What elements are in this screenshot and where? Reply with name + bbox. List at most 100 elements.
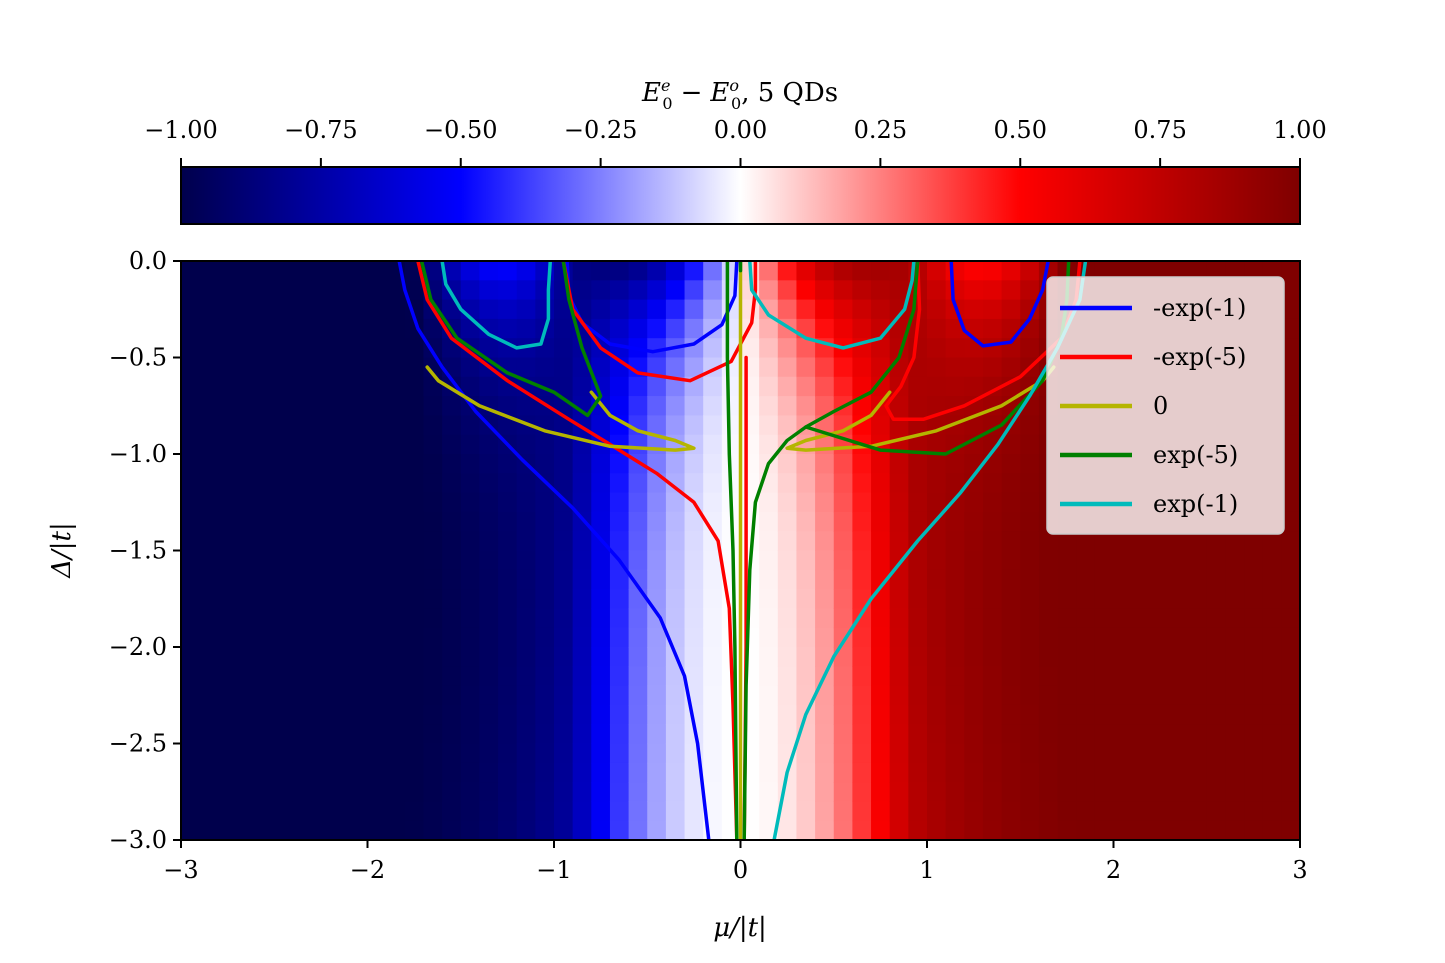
heatmap-cell [927,569,947,590]
heatmap-cell [908,666,928,687]
heatmap-cell [833,782,853,802]
heatmap-cell [777,261,798,281]
heatmap-cell [759,357,779,378]
heatmap-cell [292,569,313,590]
heatmap-cell [255,608,275,629]
heatmap-cell [871,704,891,725]
heatmap-cell [255,396,275,416]
heatmap-cell [442,531,462,552]
heatmap-cell [479,454,499,474]
heatmap-cell [442,782,462,802]
heatmap-cell [647,743,667,764]
heatmap-cell [889,666,909,687]
heatmap-cell [404,608,425,629]
heatmap-cell [311,704,331,725]
heatmap-cell [1057,589,1077,609]
heatmap-cell [554,704,574,725]
heatmap-cell [1113,666,1133,687]
heatmap-cell [889,627,909,648]
y-tick-label: −3.0 [109,826,167,854]
heatmap-cell [404,415,425,436]
heatmap-cell [889,608,909,629]
heatmap-cell [535,531,555,552]
heatmap-cell [1188,724,1208,745]
colorbar-tick-label: 0.25 [854,116,907,144]
heatmap-cell [945,647,965,667]
heatmap-cell [740,473,760,494]
heatmap-cell [236,724,257,745]
heatmap-cell [199,299,219,320]
heatmap-cell [367,608,387,629]
heatmap-cell [442,743,462,764]
heatmap-cell [889,473,909,494]
heatmap-cell [404,376,425,397]
heatmap-cell [404,434,425,455]
heatmap-cell [1244,724,1264,745]
heatmap-cell [199,531,219,552]
heatmap-cell [1038,801,1059,822]
heatmap-cell [498,647,518,667]
heatmap-cell [311,492,331,513]
heatmap-cell [199,820,219,840]
heatmap-cell [945,338,965,359]
heatmap-cell [1020,261,1040,281]
heatmap-cell [1001,280,1021,301]
heatmap-cell [703,627,723,648]
heatmap-cell [945,608,965,629]
heatmap-cell [759,782,779,802]
colorbar-tick-label: 0.75 [1133,116,1186,144]
heatmap-cell [833,454,853,474]
heatmap-cell [740,396,760,416]
heatmap-cell [274,280,294,301]
heatmap-cell [945,782,965,802]
heatmap-cell [479,724,499,745]
heatmap-cell [815,820,835,840]
heatmap-cell [964,492,984,513]
heatmap-cell [218,318,238,339]
heatmap-cell [1094,820,1115,840]
heatmap-cell [1188,762,1208,783]
heatmap-cell [740,415,760,436]
contour-exp(-1)-segment-0 [440,261,553,350]
heatmap-cell [871,589,891,609]
heatmap-cell [871,647,891,667]
heatmap-cell [181,357,201,378]
heatmap-cell [292,704,313,725]
heatmap-cell [479,261,499,281]
heatmap-cell [1206,531,1226,552]
heatmap-cell [367,511,387,532]
heatmap-cell [1188,666,1208,687]
heatmap-cell [236,820,257,840]
heatmap-cell [647,415,667,436]
heatmap-cell [386,318,406,339]
heatmap-cell [591,647,611,667]
heatmap-cell [1169,685,1189,706]
heatmap-cell [852,647,872,667]
heatmap-cell [684,820,704,840]
heatmap-cell [1094,704,1115,725]
heatmap-cell [871,550,891,571]
heatmap-cell [236,627,257,648]
heatmap-cell [311,357,331,378]
heatmap-cell [815,569,835,590]
heatmap-cell [181,454,201,474]
heatmap-cell [703,685,723,706]
heatmap-cell [1113,569,1133,590]
heatmap-cell [684,511,704,532]
heatmap-cell [1057,608,1077,629]
heatmap-cell [292,261,313,281]
heatmap-cell [1150,685,1171,706]
heatmap-cell [1225,261,1245,281]
heatmap-cell [815,318,835,339]
heatmap-cell [1188,685,1208,706]
contour-exp(-5)-segment-3 [742,261,920,840]
heatmap-cell [255,511,275,532]
heatmap-cell [1225,820,1245,840]
heatmap-cell [1262,782,1282,802]
heatmap-cell [460,762,480,783]
heatmap-cell [964,724,984,745]
heatmap-cell [1132,531,1152,552]
heatmap-cell [460,608,480,629]
heatmap-cell [498,357,518,378]
heatmap-cell [927,724,947,745]
